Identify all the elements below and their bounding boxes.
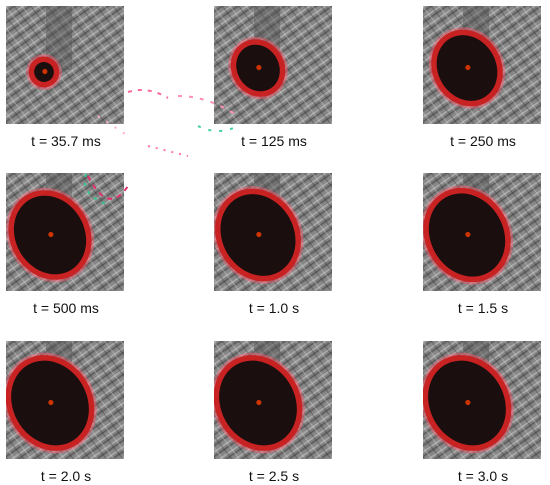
- time-label: t = 250 ms: [450, 133, 516, 149]
- wetting-spot: [6, 352, 97, 454]
- surface-texture: [423, 341, 541, 459]
- wetting-spot: [423, 185, 514, 285]
- time-label: t = 2.5 s: [248, 468, 300, 484]
- wetting-spot: [423, 352, 514, 454]
- surface-texture: [423, 173, 541, 291]
- micrograph-frame: [423, 173, 541, 291]
- compression-artifact: [84, 89, 239, 205]
- time-label: t = 125 ms: [241, 133, 307, 149]
- surface-texture: [214, 173, 332, 291]
- micrograph-frame: [214, 341, 332, 459]
- surface-texture: [6, 341, 124, 459]
- surface-texture: [214, 341, 332, 459]
- wetting-spot: [214, 352, 305, 454]
- wetting-spot: [214, 186, 304, 284]
- time-label: t = 500 ms: [33, 300, 99, 316]
- time-label: t = 35.7 ms: [31, 133, 101, 149]
- surface-texture: [6, 173, 124, 291]
- micrograph-frame: [6, 341, 124, 459]
- time-label: t = 1.0 s: [248, 300, 300, 316]
- wetting-spot: [26, 54, 62, 90]
- micrograph-frame: [214, 173, 332, 291]
- surface-texture: [214, 6, 332, 124]
- wetting-spot: [428, 27, 506, 109]
- micrograph-frame: [214, 6, 332, 124]
- micrograph-frame: [423, 341, 541, 459]
- surface-texture: [423, 6, 541, 124]
- wetting-spot: [6, 187, 95, 283]
- micrograph-frame: [6, 173, 124, 291]
- surface-texture: [6, 6, 124, 124]
- micrograph-frame: [423, 6, 541, 124]
- time-label: t = 3.0 s: [457, 468, 509, 484]
- wetting-spot: [228, 36, 288, 100]
- micrograph-frame: [6, 6, 124, 124]
- time-label: t = 1.5 s: [457, 300, 509, 316]
- time-label: t = 2.0 s: [40, 468, 92, 484]
